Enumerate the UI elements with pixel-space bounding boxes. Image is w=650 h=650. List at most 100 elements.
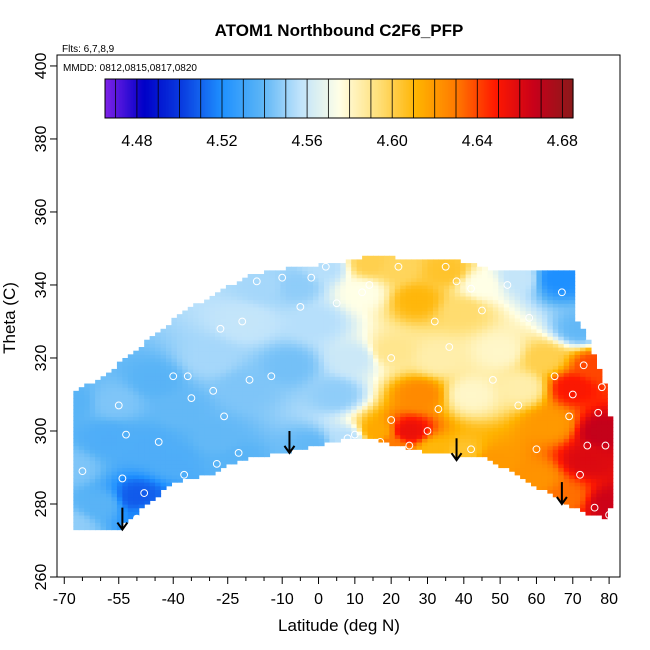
heatmap-cell (558, 321, 565, 326)
heatmap-cell (422, 321, 429, 326)
heatmap-cell (138, 387, 145, 392)
heatmap-cell (541, 310, 548, 315)
heatmap-cell (389, 274, 396, 279)
heatmap-cell (340, 387, 347, 392)
heatmap-cell (160, 372, 167, 377)
heatmap-cell (176, 452, 183, 458)
heatmap-cell (302, 416, 309, 421)
heatmap-cell (552, 350, 559, 355)
heatmap-cell (258, 274, 265, 279)
heatmap-cell (100, 456, 107, 461)
heatmap-cell (296, 376, 303, 381)
heatmap-cell (383, 321, 390, 326)
heatmap-cell (236, 423, 243, 428)
heatmap-cell (100, 434, 107, 439)
heatmap-cell (318, 416, 325, 421)
heatmap-cell (323, 368, 331, 374)
heatmap-cell (329, 306, 336, 312)
heatmap-cell (307, 332, 314, 337)
heatmap-cell (525, 310, 532, 315)
heatmap-cell (171, 339, 178, 344)
heatmap-cell (291, 277, 298, 282)
heatmap-cell (373, 299, 380, 304)
heatmap-cell (503, 390, 510, 396)
heatmap-cell (95, 390, 102, 396)
heatmap-cell (400, 365, 407, 370)
heatmap-cell (220, 310, 227, 315)
heatmap-cell (296, 339, 303, 344)
heatmap-cell (422, 409, 429, 414)
heatmap-cell (329, 350, 336, 355)
heatmap-cell (149, 416, 156, 421)
heatmap-cell (269, 438, 276, 443)
heatmap-cell (133, 467, 140, 472)
heatmap-cell (378, 350, 385, 355)
heatmap-cell (454, 274, 461, 279)
heatmap-cell (563, 390, 570, 396)
heatmap-cell (356, 390, 363, 396)
heatmap-cell (160, 336, 167, 341)
heatmap-cell (95, 507, 102, 512)
heatmap-cell (204, 383, 211, 388)
heatmap-cell (454, 438, 461, 443)
heatmap-cell (454, 387, 461, 392)
heatmap-cell (509, 420, 516, 425)
heatmap-cell (225, 328, 232, 334)
sample-point (478, 306, 486, 315)
heatmap-cell (247, 379, 254, 385)
heatmap-cell (193, 379, 200, 385)
heatmap-cell (509, 416, 516, 421)
heatmap-cell (454, 317, 461, 323)
heatmap-cell (78, 409, 85, 414)
heatmap-cell (323, 299, 331, 304)
heatmap-cell (198, 467, 205, 472)
heatmap-cell (176, 361, 183, 366)
heatmap-cell (187, 317, 194, 323)
heatmap-cell (367, 427, 374, 432)
heatmap-cell (111, 405, 118, 410)
heatmap-cell (133, 350, 140, 355)
heatmap-cell (127, 423, 134, 428)
heatmap-cell (296, 409, 303, 414)
heatmap-cell (236, 449, 243, 454)
heatmap-cell (367, 270, 374, 275)
heatmap-cell (253, 306, 260, 312)
heatmap-cell (416, 409, 423, 414)
heatmap-cell (258, 409, 265, 414)
heatmap-cell (176, 390, 183, 396)
heatmap-cell (481, 401, 489, 407)
heatmap-cell (236, 361, 243, 366)
heatmap-cell (116, 430, 123, 436)
heatmap-cell (231, 354, 238, 359)
heatmap-cell (307, 295, 314, 301)
heatmap-cell (182, 339, 189, 344)
heatmap-cell (323, 336, 331, 341)
heatmap-cell (340, 416, 347, 421)
heatmap-cell (454, 409, 461, 414)
heatmap-cell (247, 449, 254, 454)
heatmap-cell (443, 420, 450, 425)
heatmap-cell (509, 332, 516, 337)
heatmap-cell (476, 416, 483, 421)
heatmap-cell (394, 368, 401, 374)
heatmap-cell (138, 460, 145, 465)
heatmap-cell (596, 511, 603, 516)
heatmap-cell (302, 332, 309, 337)
heatmap-cell (367, 259, 374, 264)
heatmap-cell (334, 332, 341, 337)
heatmap-cell (111, 500, 118, 505)
heatmap-cell (427, 445, 434, 450)
heatmap-cell (269, 328, 276, 334)
heatmap-cell (89, 416, 96, 421)
heatmap-cell (155, 394, 162, 399)
heatmap-cell (585, 441, 592, 447)
heatmap-cell (182, 441, 189, 447)
heatmap-cell (443, 339, 450, 344)
heatmap-cell (149, 427, 156, 432)
heatmap-cell (356, 284, 363, 290)
heatmap-cell (116, 482, 123, 487)
heatmap-cell (133, 361, 140, 366)
heatmap-cell (247, 390, 254, 396)
heatmap-cell (378, 303, 385, 308)
heatmap-cell (220, 412, 227, 417)
